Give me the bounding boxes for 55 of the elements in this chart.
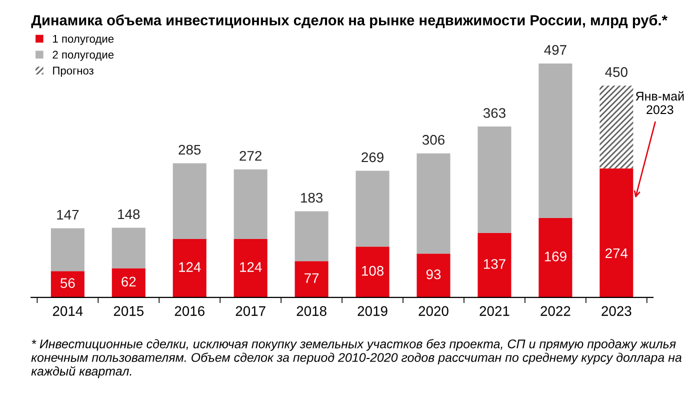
bar: [356, 246, 390, 298]
x-tick-label: 2023: [602, 306, 632, 316]
text: * Инвестиционные сделки, исключая покупку земельных участков без проекта, СП и прямую продажу жилья конечным пользователям. Объем сделок за период 2010-2020 годов рассчитан по среднему курсу доллара на каждый квартал.: [31, 339, 682, 378]
total-label: 147: [57, 210, 79, 220]
data-label: 274: [606, 248, 628, 258]
total-label: 450: [605, 67, 628, 77]
legend-label: Прогноз: [53, 66, 94, 77]
data-label: 77: [304, 273, 319, 283]
x-tick-label: 2020: [418, 306, 448, 316]
bar: [600, 86, 634, 168]
legend-label: 2 полугодие: [52, 50, 114, 61]
bar: [50, 271, 84, 298]
x-tick-label: 2014: [52, 306, 83, 316]
total-label: 183: [301, 192, 323, 203]
bar: [50, 228, 84, 272]
bar: [478, 126, 512, 233]
bar: [538, 63, 572, 218]
legend-label: 1 полугодие: [53, 34, 114, 45]
data-label: 93: [426, 269, 441, 280]
total-label: 285: [178, 144, 201, 155]
bar: [172, 163, 206, 240]
bar: [294, 211, 328, 262]
total-label: 363: [483, 108, 506, 118]
bar: [294, 261, 328, 298]
bar: [416, 254, 450, 298]
total-label: 497: [544, 45, 566, 55]
x-tick-label: 2022: [540, 306, 570, 316]
x-tick-label: 2016: [174, 306, 204, 316]
x-tick-label: 2021: [480, 306, 510, 316]
bar: [234, 169, 268, 240]
x-tick-label: 2015: [114, 306, 144, 316]
total-label: 272: [240, 150, 262, 161]
data-label: 124: [240, 262, 262, 272]
bar: [538, 218, 572, 298]
total-label: 306: [422, 134, 444, 145]
x-tick-label: 2017: [236, 306, 266, 316]
chart-title: Динамика объема инвестиционных сделок на рынке недвижимости России, млрд руб.*: [31, 14, 668, 28]
bar: [416, 153, 450, 254]
total-label: 269: [362, 152, 384, 162]
x-tick-label: 2019: [358, 306, 388, 316]
bar: [112, 268, 146, 298]
data-label: 62: [122, 276, 136, 287]
x-tick-label: 2018: [296, 306, 326, 316]
total-label: 148: [118, 209, 140, 220]
bar: [234, 239, 268, 298]
annotation: Янв-май 2023: [636, 91, 684, 114]
data-label: 56: [60, 278, 75, 288]
data-label: 124: [179, 262, 201, 272]
bar: [478, 232, 512, 298]
data-label: 108: [362, 266, 384, 276]
bar: [172, 239, 206, 298]
data-label: 169: [544, 252, 566, 262]
data-label: 137: [484, 259, 506, 269]
bar: [112, 228, 146, 268]
bar: [356, 170, 390, 247]
